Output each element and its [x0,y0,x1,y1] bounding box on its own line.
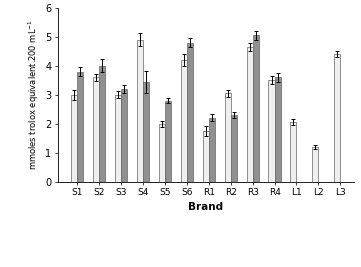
Bar [165,101,171,182]
Bar [115,95,121,182]
Bar [269,80,275,182]
Bar [121,89,127,182]
Bar [334,54,340,182]
Bar [231,115,237,182]
Bar [71,95,77,182]
Bar [253,36,259,182]
X-axis label: Brand: Brand [188,202,223,212]
Bar [275,77,281,182]
Bar [99,66,105,182]
Bar [203,131,209,182]
Bar [181,60,187,182]
Y-axis label: mmoles trolox equivalent.200 mL$^{-1}$: mmoles trolox equivalent.200 mL$^{-1}$ [27,19,41,170]
Bar [93,77,99,182]
Bar [209,118,215,182]
Bar [77,72,83,182]
Bar [312,147,318,182]
Bar [159,124,165,182]
Bar [143,82,149,182]
Bar [247,47,253,182]
Bar [137,40,143,182]
Bar [225,93,231,182]
Bar [187,43,193,182]
Bar [290,122,296,182]
